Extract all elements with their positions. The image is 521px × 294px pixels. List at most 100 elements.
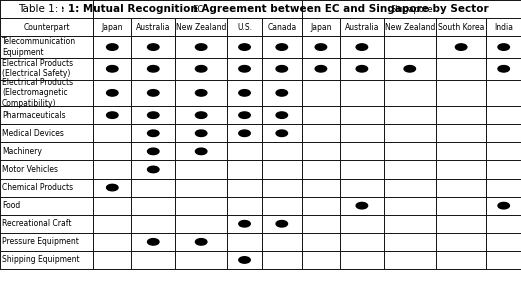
Circle shape [498, 203, 510, 209]
Bar [227, 233, 262, 251]
Bar [227, 161, 262, 178]
Bar [340, 142, 383, 161]
Bar [262, 106, 302, 124]
Circle shape [147, 148, 159, 155]
Bar [383, 142, 436, 161]
Bar [262, 251, 302, 269]
Bar [436, 215, 487, 233]
Circle shape [147, 90, 159, 96]
Bar [131, 58, 175, 80]
Bar [436, 161, 487, 178]
Circle shape [239, 90, 250, 96]
Bar [0, 0, 93, 18]
Text: India: India [494, 23, 513, 32]
Bar [262, 215, 302, 233]
Bar [131, 36, 175, 58]
Bar [262, 124, 302, 142]
Bar [93, 80, 131, 106]
Circle shape [195, 239, 207, 245]
Bar [383, 161, 436, 178]
Bar [383, 80, 436, 106]
Bar [227, 80, 262, 106]
Text: U.S.: U.S. [237, 23, 252, 32]
Circle shape [315, 44, 327, 50]
Bar [93, 251, 131, 269]
Text: South Korea: South Korea [438, 23, 485, 32]
Bar [340, 251, 383, 269]
Bar [302, 36, 340, 58]
Text: Japan: Japan [102, 23, 123, 32]
Circle shape [147, 66, 159, 72]
Text: Chemical Products: Chemical Products [2, 183, 73, 192]
Bar [131, 251, 175, 269]
Circle shape [276, 112, 288, 118]
Bar [340, 124, 383, 142]
Circle shape [276, 220, 288, 227]
Circle shape [276, 44, 288, 50]
Bar [487, 215, 521, 233]
Bar [93, 36, 131, 58]
Bar [340, 106, 383, 124]
Bar [383, 215, 436, 233]
Bar [262, 18, 302, 36]
Text: Table 1:: Table 1: [18, 4, 61, 14]
Text: Electrical Products
(Electrical Safety): Electrical Products (Electrical Safety) [2, 59, 73, 78]
Bar [436, 233, 487, 251]
Bar [0, 161, 93, 178]
Bar [262, 161, 302, 178]
Bar [0, 215, 93, 233]
Circle shape [107, 90, 118, 96]
Circle shape [147, 112, 159, 118]
Bar [0, 142, 93, 161]
Bar [131, 106, 175, 124]
Text: Canada: Canada [267, 23, 296, 32]
Text: Machinery: Machinery [2, 147, 42, 156]
Bar [175, 80, 227, 106]
Bar [487, 161, 521, 178]
Bar [487, 197, 521, 215]
Bar [175, 106, 227, 124]
Text: Electrical Products
(Electromagnetic
Compatibility): Electrical Products (Electromagnetic Com… [2, 78, 73, 108]
Bar [436, 251, 487, 269]
Circle shape [239, 257, 250, 263]
Bar [340, 58, 383, 80]
Bar [0, 251, 93, 269]
Bar [340, 178, 383, 197]
Circle shape [498, 66, 510, 72]
Bar [175, 215, 227, 233]
Bar [436, 36, 487, 58]
Circle shape [195, 66, 207, 72]
Bar [227, 18, 262, 36]
Bar [0, 197, 93, 215]
Bar [302, 233, 340, 251]
Circle shape [239, 130, 250, 136]
Bar [436, 197, 487, 215]
Circle shape [455, 44, 467, 50]
Bar [340, 215, 383, 233]
Bar [436, 106, 487, 124]
Bar [383, 124, 436, 142]
Bar [383, 251, 436, 269]
Circle shape [239, 112, 250, 118]
Bar [487, 233, 521, 251]
Circle shape [147, 44, 159, 50]
Bar [227, 106, 262, 124]
Bar [175, 178, 227, 197]
Bar [302, 58, 340, 80]
Bar [340, 233, 383, 251]
Text: Australia: Australia [344, 23, 379, 32]
Bar [175, 124, 227, 142]
Circle shape [195, 130, 207, 136]
Bar [0, 80, 93, 106]
Circle shape [239, 66, 250, 72]
Bar [487, 58, 521, 80]
Bar [131, 80, 175, 106]
Bar [93, 197, 131, 215]
Circle shape [147, 130, 159, 136]
Text: Medical Devices: Medical Devices [2, 129, 64, 138]
Circle shape [404, 66, 416, 72]
Bar [93, 58, 131, 80]
Circle shape [147, 239, 159, 245]
Bar [93, 142, 131, 161]
Text: New Zealand: New Zealand [176, 23, 226, 32]
